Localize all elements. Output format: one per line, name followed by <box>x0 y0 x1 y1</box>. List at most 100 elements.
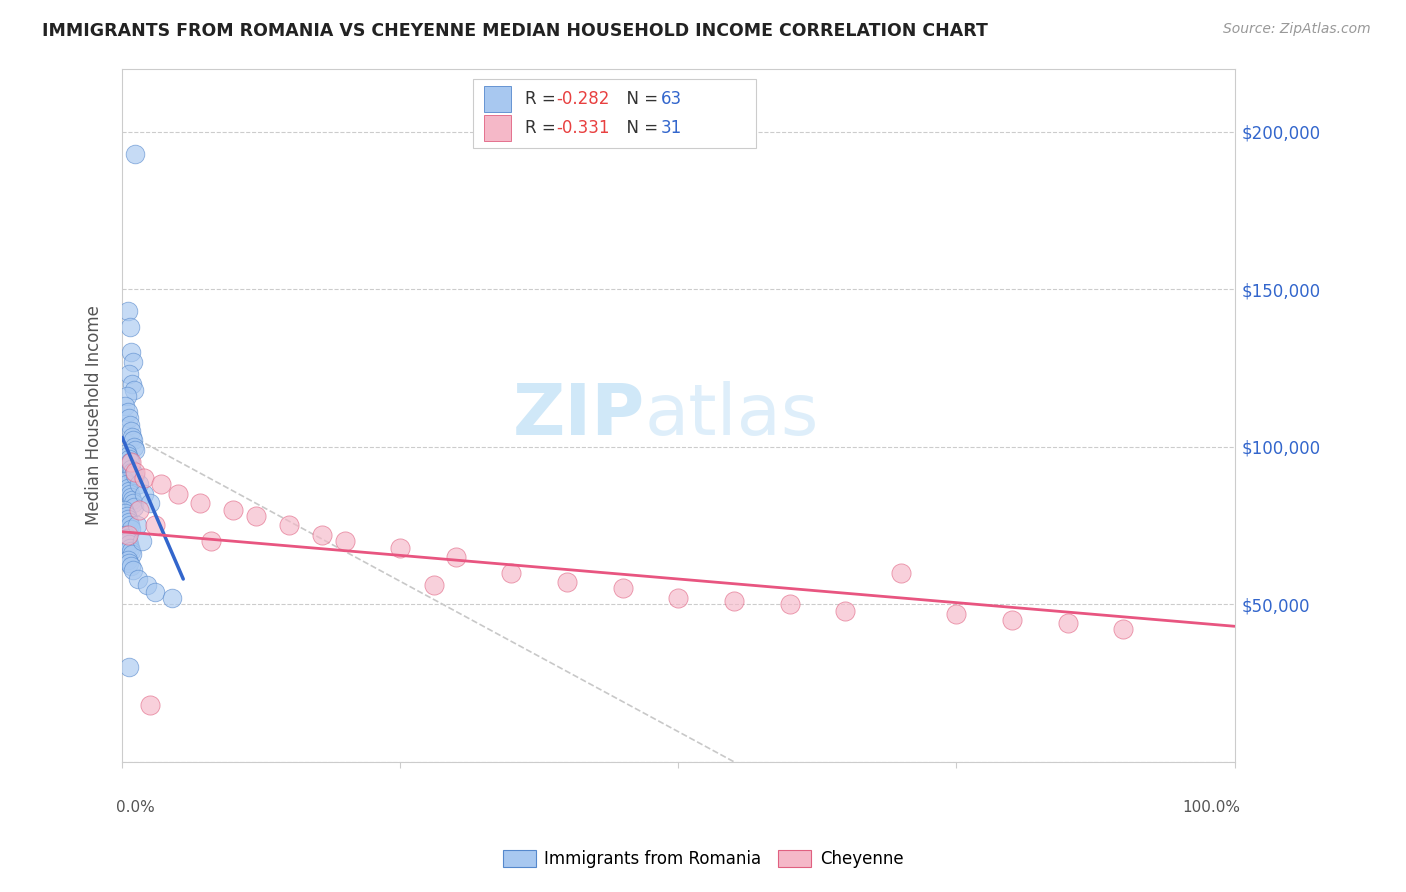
Point <box>124 146 146 161</box>
Legend: Immigrants from Romania, Cheyenne: Immigrants from Romania, Cheyenne <box>496 843 910 875</box>
Point <box>128 477 150 491</box>
Point <box>311 528 333 542</box>
Point <box>117 512 139 526</box>
Point <box>120 490 142 504</box>
Text: ZIP: ZIP <box>513 381 645 450</box>
Text: atlas: atlas <box>645 381 820 450</box>
Point <box>779 597 801 611</box>
Text: IMMIGRANTS FROM ROMANIA VS CHEYENNE MEDIAN HOUSEHOLD INCOME CORRELATION CHART: IMMIGRANTS FROM ROMANIA VS CHEYENNE MEDI… <box>42 22 988 40</box>
Point <box>121 376 143 391</box>
Point <box>150 477 173 491</box>
Point <box>118 452 141 467</box>
Point <box>612 582 634 596</box>
Point <box>124 468 146 483</box>
Point <box>120 345 142 359</box>
Point <box>120 543 142 558</box>
Point <box>834 603 856 617</box>
Y-axis label: Median Household Income: Median Household Income <box>86 305 103 525</box>
Point <box>121 465 143 479</box>
Point <box>118 320 141 334</box>
Point <box>1001 613 1024 627</box>
Point <box>124 500 146 514</box>
Point <box>188 496 211 510</box>
Point <box>117 553 139 567</box>
Point <box>135 578 157 592</box>
Point <box>122 468 145 483</box>
Point <box>118 487 141 501</box>
Point <box>389 541 412 555</box>
Point <box>124 465 146 479</box>
Point <box>117 534 139 549</box>
Point <box>139 496 162 510</box>
Point <box>222 502 245 516</box>
Text: -0.282: -0.282 <box>555 90 609 108</box>
FancyBboxPatch shape <box>484 115 512 141</box>
Point <box>122 496 145 510</box>
Point <box>1056 616 1078 631</box>
Point <box>122 434 145 448</box>
Point <box>124 442 146 457</box>
Point <box>128 502 150 516</box>
Point <box>501 566 523 580</box>
Point <box>115 531 138 545</box>
Point <box>118 541 141 555</box>
Point <box>114 399 136 413</box>
Point <box>117 481 139 495</box>
Point <box>945 607 967 621</box>
Point <box>117 405 139 419</box>
Point <box>114 506 136 520</box>
Point <box>120 522 142 536</box>
Text: 0.0%: 0.0% <box>117 800 155 815</box>
Point <box>117 528 139 542</box>
FancyBboxPatch shape <box>472 78 756 148</box>
Text: R =: R = <box>524 120 561 137</box>
Text: -0.331: -0.331 <box>555 120 609 137</box>
Point <box>890 566 912 580</box>
Point <box>555 575 578 590</box>
Point <box>723 594 745 608</box>
Text: 63: 63 <box>661 90 682 108</box>
Point <box>122 563 145 577</box>
Point <box>200 534 222 549</box>
Point <box>333 534 356 549</box>
Point <box>134 487 156 501</box>
Point <box>422 578 444 592</box>
Point <box>118 455 141 469</box>
Point <box>120 559 142 574</box>
Text: 31: 31 <box>661 120 682 137</box>
Point <box>118 411 141 425</box>
Point <box>122 354 145 368</box>
Point <box>124 440 146 454</box>
Text: Source: ZipAtlas.com: Source: ZipAtlas.com <box>1223 22 1371 37</box>
Point <box>160 591 183 605</box>
Text: 100.0%: 100.0% <box>1182 800 1240 815</box>
Point <box>127 572 149 586</box>
Point <box>131 534 153 549</box>
Point <box>245 508 267 523</box>
Point <box>118 483 141 498</box>
Point <box>118 556 141 570</box>
Point <box>121 547 143 561</box>
Point <box>121 430 143 444</box>
Point <box>115 389 138 403</box>
Point <box>120 461 142 475</box>
Point <box>139 698 162 712</box>
Point <box>114 528 136 542</box>
Point <box>118 518 141 533</box>
Point <box>118 537 141 551</box>
Point <box>666 591 689 605</box>
Point <box>278 518 301 533</box>
Point <box>117 304 139 318</box>
Point <box>115 446 138 460</box>
Text: N =: N = <box>616 90 664 108</box>
Point <box>118 516 141 530</box>
Point <box>145 518 167 533</box>
Point <box>166 487 188 501</box>
Point <box>444 549 467 564</box>
Point <box>121 493 143 508</box>
Point <box>118 417 141 432</box>
Point <box>120 424 142 438</box>
Point <box>1112 623 1135 637</box>
Text: N =: N = <box>616 120 664 137</box>
Point <box>120 455 142 469</box>
